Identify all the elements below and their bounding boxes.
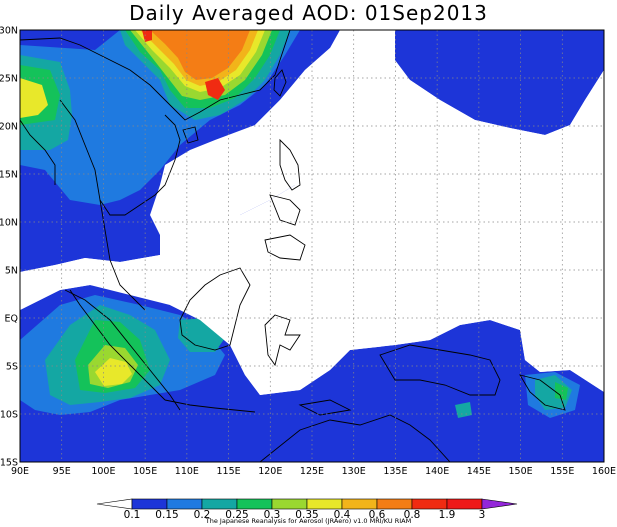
aod-ne-0.15	[390, 30, 604, 135]
lon-tick-label: 145E	[467, 466, 491, 477]
colorbar-level-label: 0.4	[334, 509, 351, 521]
aod-china-1.9a	[142, 30, 152, 42]
colorbar-level-label: 0.2	[194, 509, 211, 521]
colorbar-level-label: 0.25	[225, 509, 248, 521]
coast-borneo	[179, 267, 251, 351]
colorbar-swatch	[341, 498, 378, 510]
map-grid	[20, 30, 604, 462]
aod-east-0.3	[555, 382, 568, 400]
lon-tick-label: 95E	[53, 466, 71, 477]
colorbar-level-label: 3	[479, 509, 486, 521]
coast-malay	[99, 199, 146, 311]
coast-visayas	[269, 194, 301, 226]
coast-australia	[259, 414, 451, 462]
coast-indochina	[59, 99, 181, 216]
colorbar-swatch	[96, 498, 133, 510]
lat-tick-label: 25N	[0, 74, 18, 85]
lon-tick-label: 135E	[383, 466, 407, 477]
lat-tick-label: 20N	[0, 122, 18, 133]
lon-tick-label: 105E	[133, 466, 157, 477]
aod-clear-ne	[170, 30, 604, 395]
coast-sumatra-s	[69, 289, 166, 401]
aod-east2-0.25	[455, 402, 472, 418]
coast-islands-east	[519, 374, 566, 411]
lon-tick-label: 125E	[300, 466, 324, 477]
lon-tick-label: 120E	[258, 466, 282, 477]
aod-south-0.4	[95, 358, 132, 386]
coast-taiwan	[273, 69, 287, 97]
lat-tick-label: 10N	[0, 218, 18, 229]
colorbar-level-label: 0.15	[155, 509, 178, 521]
lat-tick-label: EQ	[5, 314, 18, 325]
colorbar-level-label: 0.3	[264, 509, 281, 521]
lat-tick-label: 15N	[0, 170, 18, 181]
colorbar-swatch	[411, 498, 448, 510]
latitude-axis: 30N 25N 20N 15N 10N 5N EQ 5S 10S 15S	[0, 26, 18, 469]
coast-china	[20, 30, 291, 121]
credit-text: The Japanese Reanalysis for Aerosol (JRA…	[205, 517, 412, 525]
colorbar-level-label: 0.6	[369, 509, 386, 521]
colorbar-swatch	[481, 498, 518, 510]
lat-tick-label: 5S	[6, 362, 18, 373]
colorbar: 0.1 0.15 0.2 0.25 0.3 0.35 0.4 0.6 0.8 1.9 3	[96, 498, 518, 521]
coastlines	[20, 30, 566, 462]
lat-tick-label: 30N	[0, 26, 18, 37]
lon-tick-label: 160E	[592, 466, 616, 477]
colorbar-swatch	[376, 498, 413, 510]
lat-tick-label: 15S	[0, 458, 18, 469]
coast-sulawesi	[264, 314, 301, 367]
lon-tick-label: 100E	[91, 466, 115, 477]
aod-west-0.4	[20, 78, 48, 118]
colorbar-level-label: 0.1	[124, 509, 141, 521]
lon-tick-label: 150E	[509, 466, 533, 477]
aod-china-1.9b	[205, 78, 225, 100]
lon-tick-label: 155E	[550, 466, 574, 477]
colorbar-swatch	[306, 498, 343, 510]
coast-india-east	[20, 119, 56, 185]
map-frame	[19, 29, 605, 463]
coast-timor	[298, 399, 352, 416]
coast-mindanao	[264, 234, 306, 261]
lon-tick-label: 90E	[11, 466, 29, 477]
lon-tick-label: 115E	[217, 466, 241, 477]
lat-tick-label: 5N	[5, 266, 18, 277]
colorbar-level-label: 0.35	[295, 509, 318, 521]
coast-hainan	[182, 126, 199, 144]
map-title: Daily Averaged AOD: 01Sep2013	[129, 1, 488, 25]
colorbar-level-label: 0.8	[404, 509, 421, 521]
colorbar-swatch	[236, 498, 273, 510]
colorbar-swatch	[446, 498, 483, 510]
coast-java	[164, 399, 256, 413]
lon-tick-label: 130E	[342, 466, 366, 477]
aod-clear-w	[20, 255, 170, 310]
lat-tick-label: 10S	[0, 410, 18, 421]
aod-china-0.8	[150, 30, 250, 80]
colorbar-level-label: 1.9	[439, 509, 456, 521]
colorbar-swatch	[166, 498, 203, 510]
colorbar-swatch	[271, 498, 308, 510]
lon-tick-label: 110E	[175, 466, 199, 477]
colorbar-swatch	[131, 498, 168, 510]
coast-sumatra	[64, 289, 181, 411]
coast-luzon	[279, 138, 301, 191]
coast-newguinea	[379, 344, 501, 396]
longitude-axis: 90E 95E 100E 105E 110E 115E 120E 125E 130E 135E 14…	[11, 466, 616, 477]
lon-tick-label: 140E	[425, 466, 449, 477]
colorbar-swatch	[201, 498, 238, 510]
aod-field	[20, 30, 604, 462]
